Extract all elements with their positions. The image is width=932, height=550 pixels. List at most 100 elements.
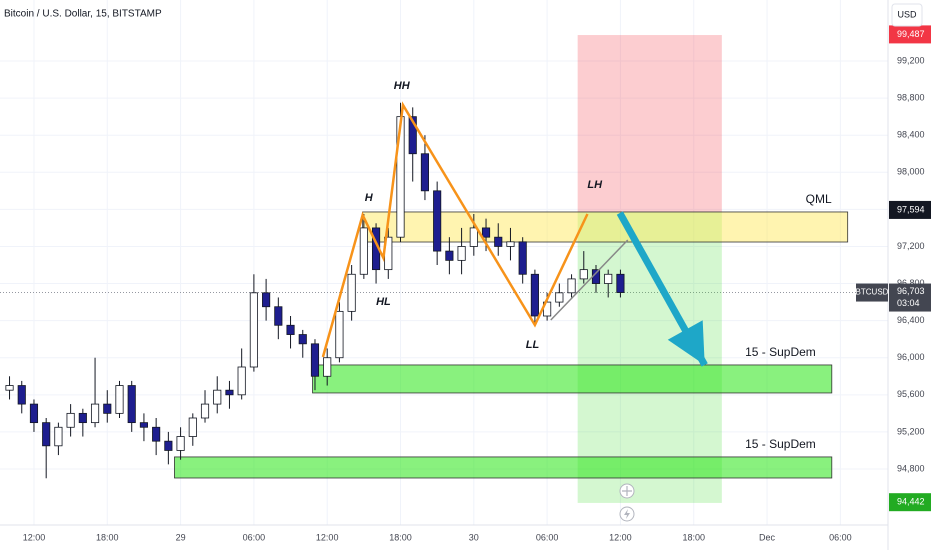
candle-body [298, 334, 307, 345]
candle-body [530, 273, 539, 317]
pattern-label: HL [376, 296, 391, 308]
arrow-head [667, 320, 705, 365]
candle-body [408, 116, 417, 155]
candle-body [518, 241, 527, 275]
pattern-line [321, 101, 589, 358]
price-tag [889, 493, 931, 512]
candle-body [359, 227, 368, 275]
candle-body [188, 417, 197, 437]
price-tag [889, 25, 931, 44]
pattern-label: HH [394, 80, 411, 92]
candle-body [164, 440, 173, 451]
candle-body [5, 385, 14, 391]
candle-body [103, 403, 112, 414]
candle-body [469, 227, 478, 247]
candle-body [420, 153, 430, 192]
x-tick-label: 06:00 [829, 532, 852, 542]
x-tick-label: 06:00 [243, 532, 266, 542]
x-tick-label: 12:00 [609, 532, 632, 542]
x-tick-label: 18:00 [389, 532, 412, 542]
countdown: 03:04 [897, 298, 920, 308]
candle-body [481, 227, 491, 238]
zone [577, 35, 722, 212]
candle-body [213, 389, 222, 405]
price-tag-label: 99,487 [897, 29, 925, 39]
candle-body [237, 366, 246, 396]
candle-body [249, 292, 258, 368]
y-tick-label: 96,000 [897, 352, 925, 362]
candle-body [494, 236, 503, 247]
y-tick-label: 99,200 [897, 55, 925, 65]
x-tick-label: 18:00 [682, 532, 705, 542]
icon-flash[interactable] [619, 506, 635, 522]
candle-body [567, 278, 576, 294]
candle-body [579, 269, 588, 280]
candle-body [200, 403, 210, 419]
y-tick-label: 97,200 [897, 241, 925, 251]
x-tick-label: 30 [469, 532, 479, 542]
candle-body [616, 273, 625, 293]
y-tick-label: 98,800 [897, 92, 925, 102]
y-tick-label: 98,400 [897, 130, 925, 140]
symbol-tag [856, 283, 888, 302]
y-tick-label: 98,000 [897, 167, 925, 177]
candle-body [152, 426, 161, 442]
zone-label: 15 - SupDem [745, 437, 816, 451]
candle-body [78, 412, 87, 424]
price-tag-label: 96,703 [897, 286, 925, 296]
candle-body [347, 273, 356, 312]
candle-body [66, 412, 75, 428]
candle-body [262, 292, 271, 308]
candle-body [139, 422, 148, 428]
x-tick-label: 29 [176, 532, 186, 542]
candle-body [90, 403, 100, 424]
y-tick-label: 94,800 [897, 463, 925, 473]
x-tick-label: 18:00 [96, 532, 119, 542]
pattern-label: H [365, 192, 374, 204]
candle-body [433, 190, 442, 252]
currency-label[interactable]: USD [897, 9, 917, 19]
zone-label: QML [806, 192, 832, 206]
candle-body [17, 385, 26, 405]
candle-body [555, 292, 564, 303]
symbol-label: BTCUSD [856, 288, 889, 297]
candle-body [225, 389, 234, 396]
candle-body [176, 436, 185, 451]
x-tick-label: 06:00 [536, 532, 559, 542]
candle-body [54, 426, 63, 447]
currency-button[interactable] [891, 3, 923, 27]
candle-body [274, 306, 283, 326]
candle-body [29, 403, 39, 424]
icon-alert[interactable] [619, 483, 635, 499]
zone [174, 456, 833, 479]
x-tick-label: 12:00 [316, 532, 339, 542]
y-tick-label: 95,600 [897, 389, 925, 399]
y-tick-label: 96,800 [897, 278, 925, 288]
zone-label: 15 - SupDem [745, 345, 816, 359]
price-tag [889, 283, 931, 312]
price-tag-label: 94,442 [897, 497, 925, 507]
zone [362, 211, 849, 243]
x-tick-label: 12:00 [23, 532, 46, 542]
x-tick-label: Dec [759, 532, 776, 542]
candle-body [457, 246, 466, 261]
price-tag-label: 97,594 [897, 204, 925, 214]
candle-body [335, 310, 344, 359]
candle-body [115, 385, 124, 414]
trend-line [550, 239, 629, 321]
candle-body [506, 241, 515, 247]
pattern-label: LH [587, 179, 603, 191]
candle-body [323, 357, 332, 377]
price-tag [889, 200, 931, 219]
y-tick-label: 96,400 [897, 315, 925, 325]
candle-body [310, 343, 320, 377]
candle-body [286, 324, 295, 335]
candle-body [127, 385, 136, 424]
pattern-label: LL [526, 339, 540, 351]
y-tick-label: 95,200 [897, 426, 925, 436]
zone [312, 364, 833, 394]
candle-body [445, 250, 454, 261]
candle-body [604, 273, 613, 284]
candle-body [42, 422, 51, 447]
